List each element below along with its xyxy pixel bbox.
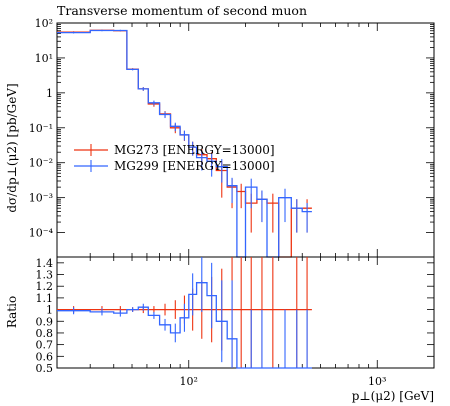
y-tick-label: 10⁻⁴ [29, 227, 54, 240]
ratio-tick-label: 1.4 [36, 257, 54, 270]
ratio-line-1 [57, 282, 312, 369]
legend-label-0: MG273 [ENERGY=13000] [114, 143, 275, 157]
ratio-tick-label: 1.3 [36, 269, 54, 282]
ratio-tick-label: 1.2 [36, 280, 54, 293]
legend: MG273 [ENERGY=13000] MG299 [ENERGY=13000] [74, 143, 275, 173]
y-tick-label: 10⁻³ [29, 192, 53, 205]
x-tick-label: 10² [180, 375, 198, 388]
ratio-tick-label: 0.9 [36, 315, 54, 328]
ratio-plot: 10² 10³ 0.50.60.70.80.911.11.21.31.4 [36, 256, 435, 388]
y-axis-label: dσ/dp⊥(μ2) [pb/GeV] [5, 83, 19, 212]
ratio-tick-label: 0.8 [36, 327, 54, 340]
ratio-axis-label: Ratio [5, 296, 19, 328]
ratio-tick-label: 0.6 [36, 350, 54, 363]
ratio-tick-label: 1.1 [36, 292, 54, 305]
x-tick-label: 10³ [368, 375, 386, 388]
y-tick-label: 10⁻² [29, 157, 53, 170]
legend-label-1: MG299 [ENERGY=13000] [114, 159, 275, 173]
y-tick-label: 10⁻¹ [29, 122, 53, 135]
y-tick-label: 10² [35, 17, 53, 30]
chart-title: Transverse momentum of second muon [57, 3, 307, 18]
y-tick-label: 1 [46, 87, 53, 100]
ratio-tick-label: 0.5 [36, 362, 54, 375]
ratio-tick-label: 1 [46, 304, 53, 317]
main-plot: 10² 10¹ 1 10⁻¹ 10⁻² 10⁻³ 10⁻⁴ [29, 17, 435, 258]
y-tick-label: 10¹ [35, 52, 53, 65]
ratio-tick-label: 0.7 [36, 339, 54, 352]
x-axis-label: p⊥(μ2) [GeV] [352, 389, 434, 403]
